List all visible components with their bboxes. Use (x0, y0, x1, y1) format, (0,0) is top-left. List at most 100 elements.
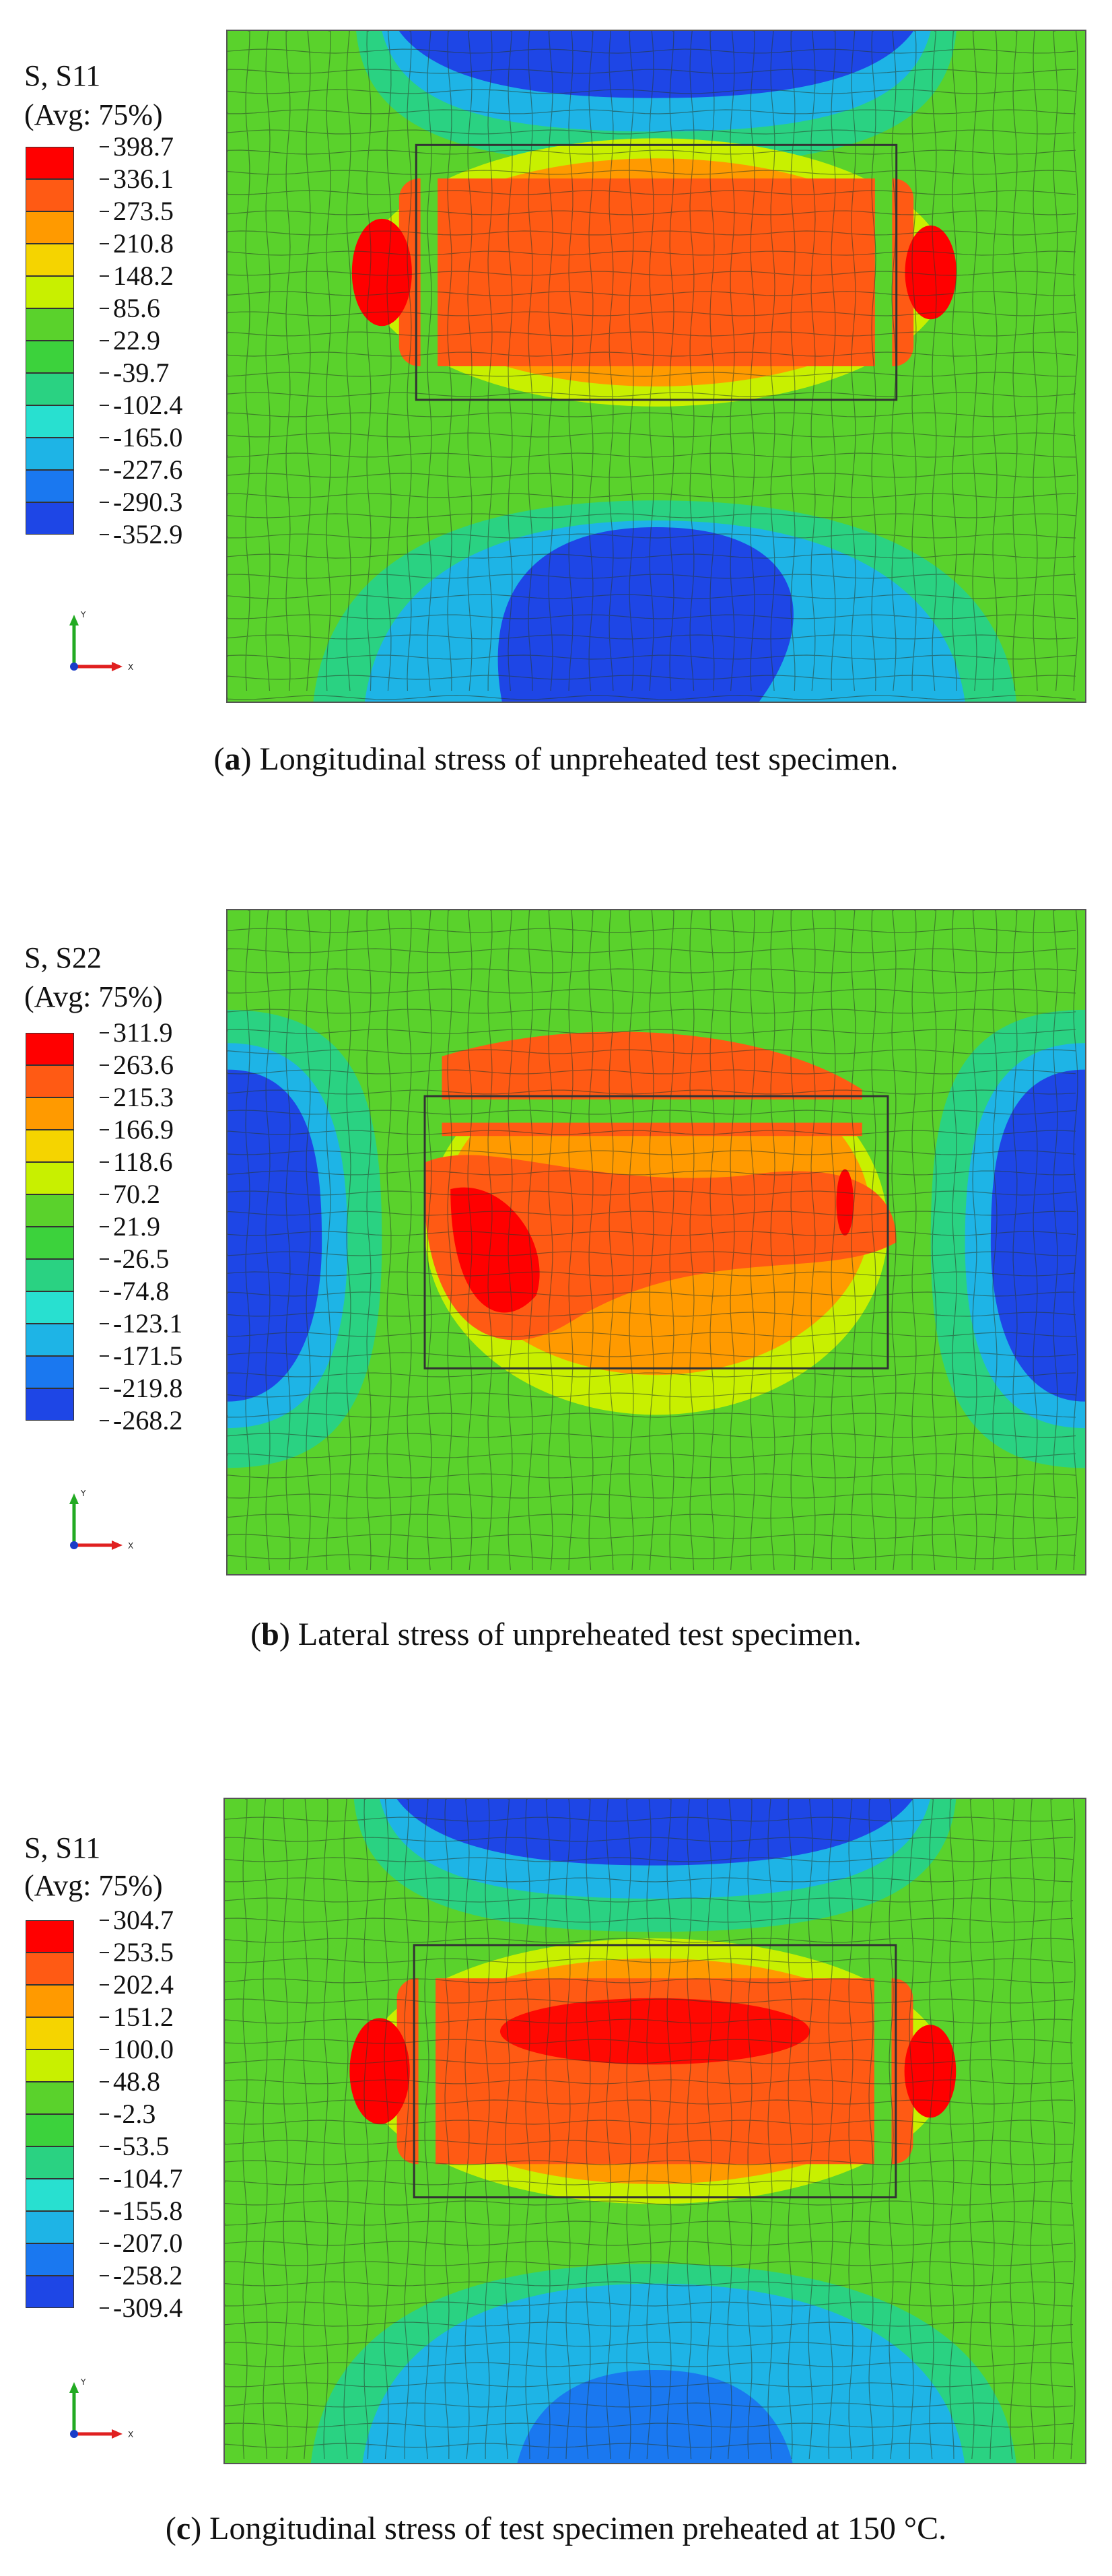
legend-tick (100, 2016, 109, 2018)
legend-value: 85.6 (113, 293, 160, 323)
legend-value: -352.9 (113, 519, 183, 549)
legend-tick (100, 1258, 109, 1260)
legend-color-segment (26, 1291, 74, 1324)
legend-color-segment (26, 244, 74, 276)
z-axis-dot (70, 663, 78, 671)
caption-letter: b (261, 1617, 279, 1652)
legend-value: -227.6 (113, 454, 183, 485)
peak-tensile-zone (836, 1169, 854, 1236)
legend-tick (100, 2243, 109, 2244)
legend-value: 210.8 (113, 228, 174, 259)
legend-value: -104.7 (113, 2163, 183, 2194)
legend-color-segment (26, 405, 74, 438)
legend-color-segment (26, 308, 74, 341)
coordinate-axes-icon: YX (69, 2377, 133, 2439)
legend-color-segment (26, 373, 74, 405)
legend-tick (100, 502, 109, 503)
legend-tick (100, 534, 109, 535)
legend-tick (100, 2113, 109, 2115)
legend-value: -102.4 (113, 390, 183, 420)
legend-color-segment (26, 1388, 74, 1421)
element-mesh (228, 910, 1078, 1571)
legend-color-segment (26, 2243, 74, 2276)
legend-tick (100, 1920, 109, 1921)
legend-value: 118.6 (113, 1147, 173, 1177)
tensile-zone (398, 178, 914, 366)
legend-color-segment (26, 1985, 74, 2017)
legend-tick (100, 243, 109, 244)
weld-outline (423, 1095, 889, 1369)
legend-value: 336.1 (113, 164, 174, 194)
compressive-zone-bottom (517, 2369, 793, 2463)
legend-color-segment (26, 2211, 74, 2243)
legend-color-segment (26, 2146, 74, 2179)
legend-value: 202.4 (113, 1969, 174, 2000)
legend-color-segment (26, 1227, 74, 1259)
legend-color-segment (26, 438, 74, 470)
legend-tick (100, 308, 109, 309)
caption-text: Longitudinal stress of test specimen pre… (201, 2511, 947, 2546)
y-arrowhead (69, 615, 79, 625)
legend-tick (100, 2081, 109, 2082)
legend-tick (100, 405, 109, 406)
y-axis-label: Y (80, 1489, 86, 1498)
legend-color-bar: 304.7 253.5 202.4 151.2 100.0 48.8 -2.3 -53.5 -1… (26, 1907, 182, 2321)
legend-variable: S, S11 (24, 59, 101, 92)
legend-variable: S, S11 (24, 1831, 101, 1864)
legend-value: -39.7 (113, 358, 170, 388)
stress-contour-plot-c (223, 1798, 1086, 2464)
legend-value: -290.3 (113, 487, 183, 517)
legend-tick (100, 1388, 109, 1389)
stress-field (225, 1799, 1085, 2463)
legend-value: -74.8 (113, 1276, 170, 1306)
legend-variable: S, S22 (24, 941, 102, 974)
compressive-zone-top (398, 31, 914, 98)
peak-tensile-zone (349, 2018, 410, 2125)
stress-field (228, 31, 1085, 702)
legend-averaging: (Avg: 75%) (24, 1869, 163, 1902)
x-axis-label: X (128, 2430, 133, 2439)
legend-color-segment (26, 341, 74, 373)
legend-value: 22.9 (113, 325, 160, 355)
legend-value: 166.9 (113, 1114, 174, 1145)
element-mesh (228, 31, 1078, 700)
legend-value: -268.2 (113, 1405, 183, 1435)
peak-tensile-zone (351, 218, 412, 327)
legend-value: 48.8 (113, 2066, 160, 2097)
legend-color-segment (26, 470, 74, 502)
legend-value: -171.5 (113, 1341, 183, 1371)
legend-tick (100, 1952, 109, 1953)
legend-tick (100, 372, 109, 374)
caption-letter: a (224, 741, 241, 777)
legend-value: 304.7 (113, 1905, 174, 1935)
legend-tick (100, 1064, 109, 1066)
legend-value: 100.0 (113, 2034, 174, 2064)
legend-color-segment (26, 2082, 74, 2114)
legend-tick (100, 2275, 109, 2276)
legend-tick (100, 1161, 109, 1163)
legend-tick (100, 2210, 109, 2212)
coordinate-axes-icon: YX (69, 610, 133, 672)
stress-contour-plot-b (226, 909, 1086, 1575)
legend-color-segment (26, 1065, 74, 1097)
legend-averaging: (Avg: 75%) (24, 98, 163, 131)
weld-edge-strip (874, 151, 893, 393)
legend-value: -26.5 (113, 1244, 170, 1274)
legend-value: -219.8 (113, 1373, 183, 1403)
legend-color-segment (26, 2179, 74, 2211)
x-arrowhead (112, 662, 123, 671)
legend-color-segment (26, 1920, 74, 1953)
legend-tick (100, 2049, 109, 2050)
caption-c: (c) Longitudinal stress of test specimen… (165, 2511, 947, 2546)
stress-field (228, 910, 1085, 1574)
legend-tick (100, 1226, 109, 1227)
legend-tick (100, 1420, 109, 1421)
legend-value: -53.5 (113, 2131, 170, 2161)
caption-letter: c (176, 2511, 191, 2546)
legend-color-segment (26, 179, 74, 211)
caption-text: Longitudinal stress of unpreheated test … (251, 741, 899, 777)
legend-tick (100, 2307, 109, 2309)
panel-a: S, S11 (Avg: 75%) 398.7 336.1 273.5 210.8 14… (0, 0, 1112, 815)
legend-value: 151.2 (113, 2002, 174, 2032)
